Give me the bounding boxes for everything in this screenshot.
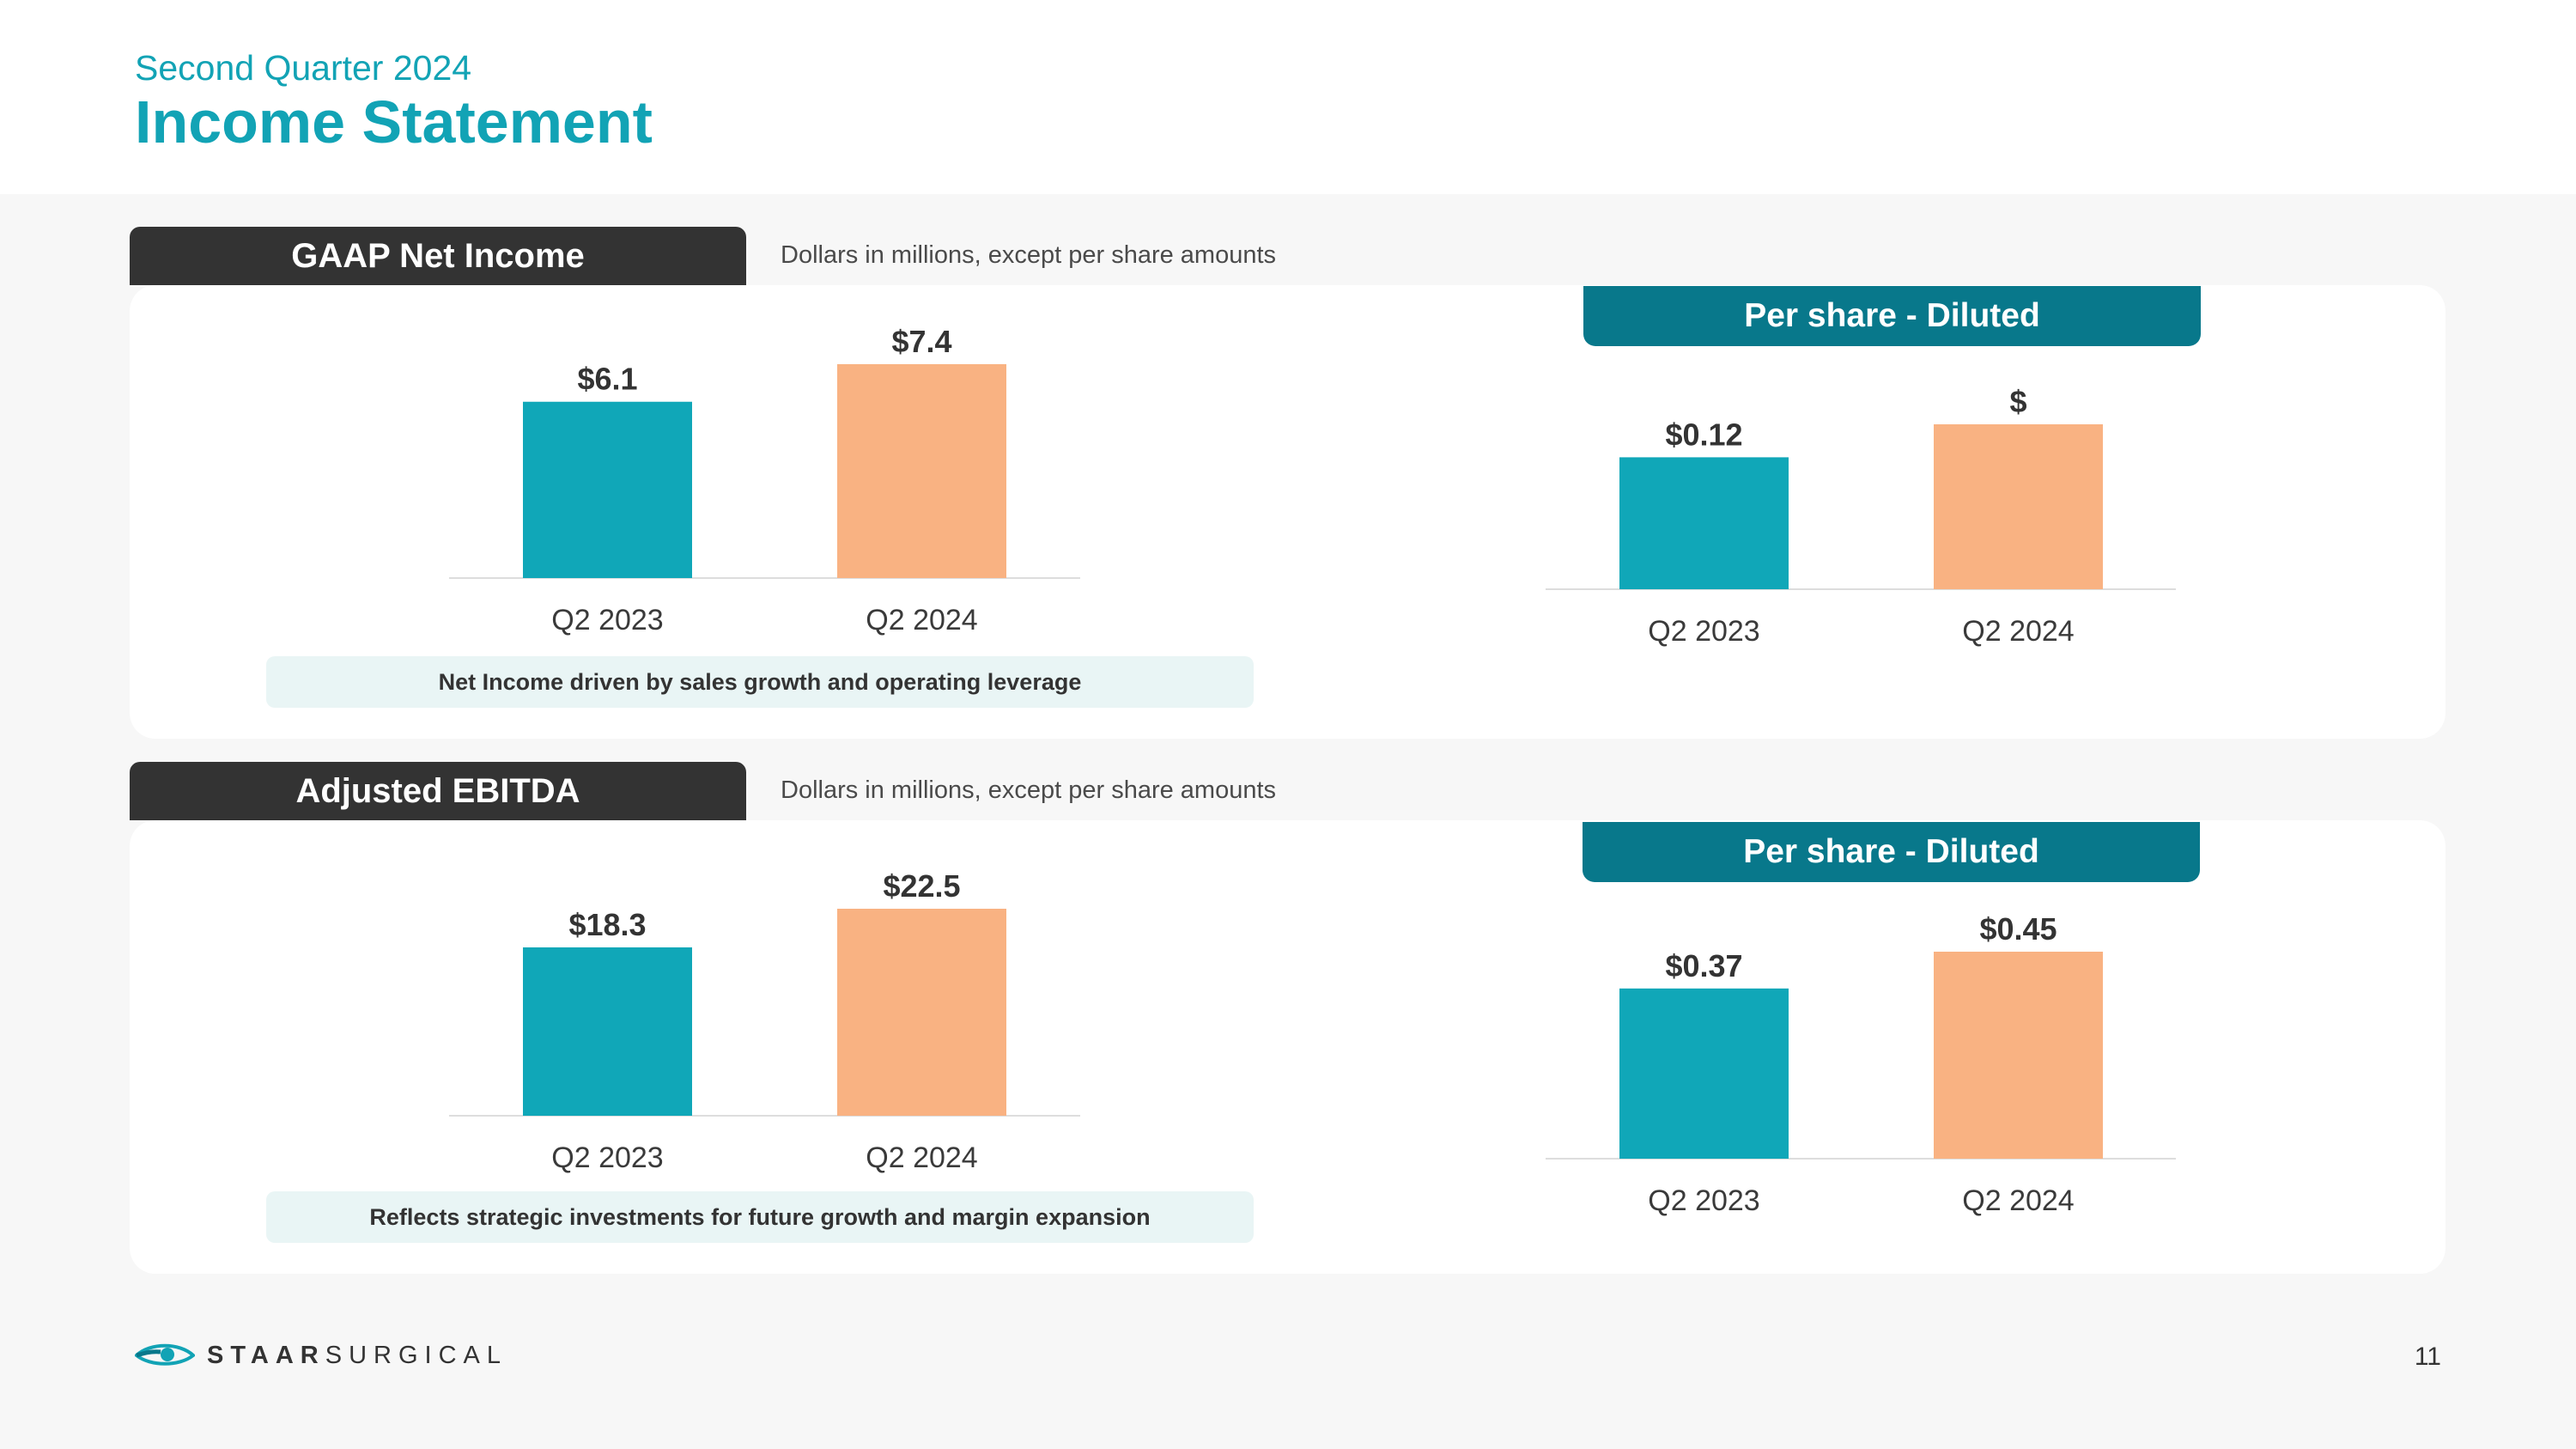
staar-surgical-logo: STAARSURGICAL [135,1341,507,1370]
net-income-note: Net Income driven by sales growth and op… [266,656,1254,708]
per-share-diluted-header: Per share - Diluted [1583,822,2200,882]
page-subtitle: Second Quarter 2024 [135,48,472,88]
adjusted-ebitda-tab: Adjusted EBITDA [130,762,746,820]
page-number: 11 [2414,1342,2441,1371]
logo-bold-text: STAAR [207,1341,325,1369]
header: Second Quarter 2024 Income Statement [0,0,2576,194]
units-note: Dollars in millions, except per share am… [781,776,1277,804]
logo-wordmark: STAARSURGICAL [207,1342,507,1370]
gaap-net-income-tab: GAAP Net Income [130,227,746,285]
logo-light-text: SURGICAL [325,1341,507,1369]
eye-icon [135,1343,195,1366]
ebitda-note: Reflects strategic investments for futur… [266,1191,1254,1243]
per-share-diluted-header: Per share - Diluted [1583,286,2201,346]
page-title: Income Statement [135,88,653,155]
units-note: Dollars in millions, except per share am… [781,241,1277,269]
